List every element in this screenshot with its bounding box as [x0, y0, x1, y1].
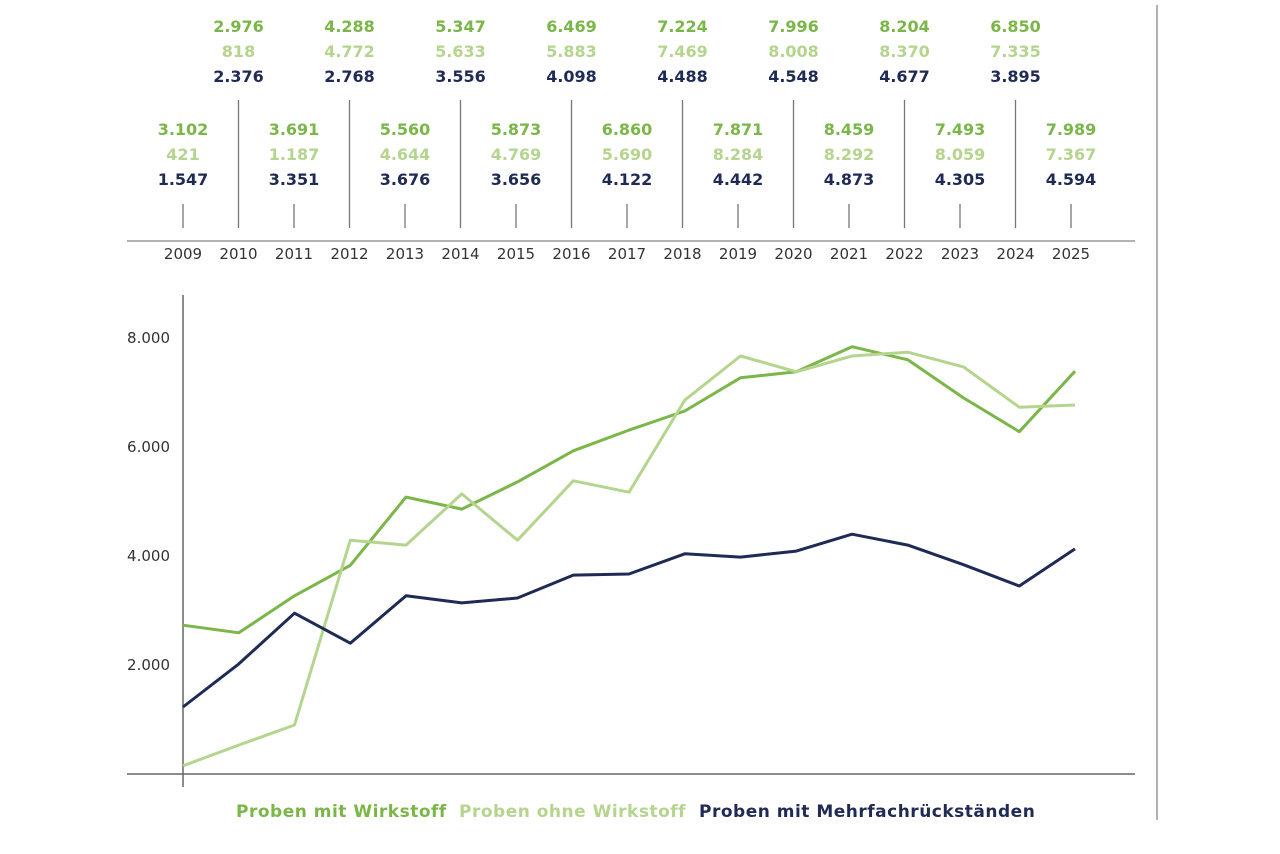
year-label: 2017 — [608, 245, 646, 263]
value-multi-residue: 4.548 — [768, 67, 819, 86]
value-without-substance: 7.469 — [657, 42, 708, 61]
value-without-substance: 1.187 — [269, 145, 320, 164]
value-without-substance: 4.769 — [491, 145, 542, 164]
value-multi-residue: 2.768 — [324, 67, 375, 86]
value-multi-residue: 4.442 — [713, 170, 764, 189]
series-line-multi-residue — [182, 532, 1076, 709]
y-tick-label: 2.000 — [127, 656, 170, 674]
value-without-substance: 4.772 — [324, 42, 375, 61]
value-with-substance: 8.459 — [824, 120, 875, 139]
value-without-substance: 8.292 — [824, 145, 875, 164]
legend-without-substance: Proben ohne Wirkstoff — [459, 802, 687, 822]
year-label: 2020 — [774, 245, 812, 263]
y-tick-label: 4.000 — [127, 547, 170, 565]
year-label: 2016 — [552, 245, 590, 263]
legend-with-substance: Proben mit Wirkstoff — [236, 802, 447, 822]
value-multi-residue: 4.873 — [824, 170, 875, 189]
year-label: 2013 — [386, 245, 424, 263]
value-multi-residue: 4.594 — [1046, 170, 1097, 189]
value-with-substance: 5.347 — [435, 17, 486, 36]
value-with-substance: 5.560 — [380, 120, 431, 139]
year-label: 2021 — [830, 245, 868, 263]
value-with-substance: 3.691 — [269, 120, 320, 139]
value-with-substance: 4.288 — [324, 17, 375, 36]
year-label: 2011 — [275, 245, 313, 263]
year-label: 2009 — [164, 245, 202, 263]
value-multi-residue: 4.122 — [602, 170, 653, 189]
legend: Proben mit Wirkstoff Proben ohne Wirksto… — [0, 802, 1280, 826]
value-with-substance: 8.204 — [879, 17, 930, 36]
value-multi-residue: 4.677 — [879, 67, 930, 86]
value-multi-residue: 4.488 — [657, 67, 708, 86]
value-without-substance: 5.690 — [602, 145, 653, 164]
value-multi-residue: 4.098 — [546, 67, 597, 86]
y-tick-label: 8.000 — [127, 329, 170, 347]
value-without-substance: 8.284 — [713, 145, 764, 164]
value-without-substance: 5.883 — [546, 42, 597, 61]
value-multi-residue: 3.895 — [990, 67, 1041, 86]
value-multi-residue: 3.656 — [491, 170, 542, 189]
value-multi-residue: 3.351 — [269, 170, 320, 189]
value-with-substance: 6.850 — [990, 17, 1041, 36]
year-label: 2025 — [1052, 245, 1090, 263]
value-without-substance: 8.370 — [879, 42, 930, 61]
legend-multi-residue: Proben mit Mehrfachrückständen — [699, 802, 1036, 822]
y-tick-label: 6.000 — [127, 438, 170, 456]
value-multi-residue: 2.376 — [213, 67, 264, 86]
value-with-substance: 6.469 — [546, 17, 597, 36]
year-label: 2018 — [663, 245, 701, 263]
value-with-substance: 7.996 — [768, 17, 819, 36]
year-label: 2010 — [219, 245, 257, 263]
year-label: 2015 — [497, 245, 535, 263]
value-with-substance: 6.860 — [602, 120, 653, 139]
year-label: 2022 — [885, 245, 923, 263]
year-label: 2019 — [719, 245, 757, 263]
value-without-substance: 5.633 — [435, 42, 486, 61]
value-multi-residue: 3.676 — [380, 170, 431, 189]
year-label: 2012 — [330, 245, 368, 263]
value-with-substance: 7.224 — [657, 17, 708, 36]
value-with-substance: 7.989 — [1046, 120, 1097, 139]
series-line-without-substance — [182, 350, 1076, 768]
value-without-substance: 818 — [222, 42, 255, 61]
value-with-substance: 2.976 — [213, 17, 264, 36]
year-label: 2023 — [941, 245, 979, 263]
value-with-substance: 7.493 — [935, 120, 986, 139]
value-multi-residue: 4.305 — [935, 170, 986, 189]
value-with-substance: 5.873 — [491, 120, 542, 139]
value-multi-residue: 1.547 — [158, 170, 209, 189]
value-with-substance: 3.102 — [158, 120, 209, 139]
value-without-substance: 421 — [166, 145, 199, 164]
year-label: 2014 — [441, 245, 479, 263]
value-multi-residue: 3.556 — [435, 67, 486, 86]
value-without-substance: 7.367 — [1046, 145, 1097, 164]
value-without-substance: 4.644 — [380, 145, 431, 164]
value-without-substance: 7.335 — [990, 42, 1041, 61]
series-line-with-substance — [182, 345, 1077, 635]
value-without-substance: 8.008 — [768, 42, 819, 61]
value-without-substance: 8.059 — [935, 145, 986, 164]
year-label: 2024 — [996, 245, 1034, 263]
value-with-substance: 7.871 — [713, 120, 764, 139]
